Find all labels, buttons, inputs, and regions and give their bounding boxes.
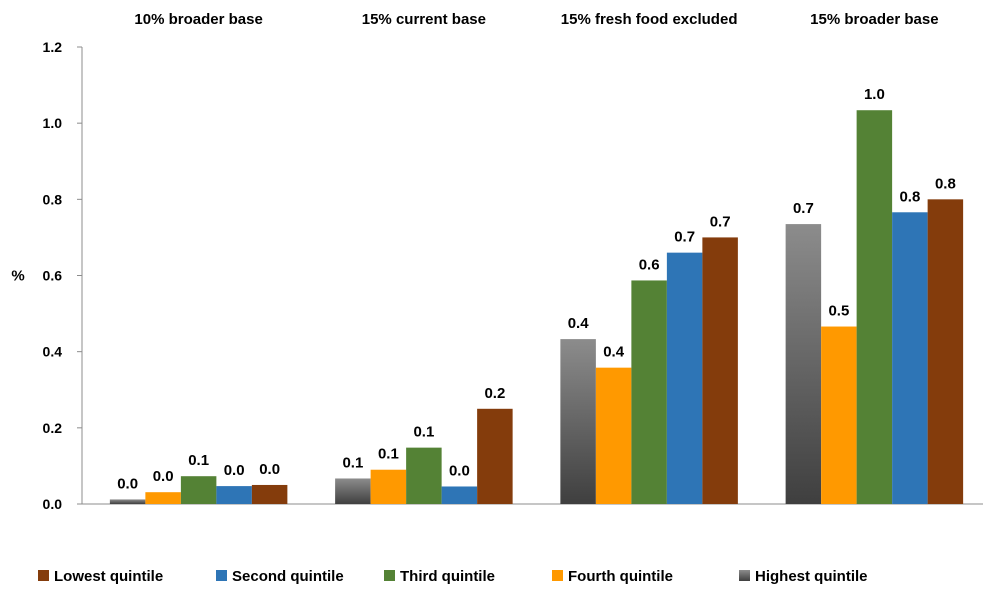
data-label: 0.1 xyxy=(188,452,209,469)
y-tick-label: 0.8 xyxy=(43,191,63,207)
data-label: 0.0 xyxy=(117,475,138,492)
data-labels: 0.0 0.0 0.1 0.0 0.0 0.1 0.1 0.1 0.0 0.2 0.4 0.4 0.6 0… xyxy=(117,86,956,492)
data-label: 0.8 xyxy=(935,175,956,192)
category-title: 15% broader base xyxy=(810,11,938,28)
y-tick-label: 0.2 xyxy=(43,420,63,436)
bar xyxy=(560,339,596,504)
data-label: 0.0 xyxy=(259,461,280,478)
bar xyxy=(335,478,371,504)
bar xyxy=(666,252,703,504)
bar xyxy=(631,280,667,504)
bar xyxy=(109,499,146,504)
y-tick-label: 0.4 xyxy=(43,344,63,360)
legend-swatch xyxy=(739,570,750,581)
group-titles: 10% broader base 15% current base 15% fres… xyxy=(134,11,938,28)
y-tick-label: 1.2 xyxy=(43,39,63,55)
bar xyxy=(927,199,964,505)
category-title: 10% broader base xyxy=(134,11,262,28)
data-label: 0.5 xyxy=(828,303,849,320)
bar xyxy=(892,212,928,504)
legend-label: Highest quintile xyxy=(755,568,868,585)
bar xyxy=(821,326,857,504)
data-label: 0.6 xyxy=(639,256,660,273)
data-label: 0.0 xyxy=(153,468,174,485)
y-axis-label: % xyxy=(11,268,24,285)
category-title: 15% fresh food excluded xyxy=(561,11,738,28)
bar xyxy=(702,237,738,504)
data-label: 0.1 xyxy=(413,424,434,441)
legend-label: Second quintile xyxy=(232,568,344,585)
legend-label: Lowest quintile xyxy=(54,568,163,585)
data-label: 0.7 xyxy=(793,200,814,217)
bar xyxy=(145,492,181,504)
y-tick-label: 0.6 xyxy=(43,268,63,284)
y-tick-label: 0.0 xyxy=(43,496,63,512)
legend-swatch xyxy=(38,570,49,581)
data-label: 0.7 xyxy=(674,229,695,246)
category-title: 15% current base xyxy=(362,11,486,28)
bar xyxy=(216,486,252,504)
legend-swatch xyxy=(384,570,395,581)
bar xyxy=(406,447,442,504)
legend: Lowest quintile Second quintile Third quin… xyxy=(38,568,868,585)
data-label: 0.7 xyxy=(710,213,731,230)
legend-swatch xyxy=(552,570,563,581)
bar xyxy=(441,486,478,504)
data-label: 0.1 xyxy=(378,446,399,463)
data-label: 0.4 xyxy=(568,315,590,332)
data-label: 0.1 xyxy=(342,454,363,471)
legend-swatch xyxy=(216,570,227,581)
data-label: 0.0 xyxy=(224,462,245,479)
data-label: 0.0 xyxy=(449,462,470,479)
y-axis: 0.0 0.2 0.4 0.6 0.8 1.0 1.2% xyxy=(11,39,83,512)
legend-label: Third quintile xyxy=(400,568,495,585)
bar xyxy=(785,224,822,504)
bar xyxy=(595,367,632,504)
bar xyxy=(251,484,288,504)
plot-bars xyxy=(109,110,964,505)
bar xyxy=(856,110,893,505)
data-label: 1.0 xyxy=(864,86,885,103)
data-label: 0.2 xyxy=(484,385,505,402)
legend-label: Fourth quintile xyxy=(568,568,673,585)
bar xyxy=(180,476,217,504)
bar xyxy=(370,469,407,504)
data-label: 0.8 xyxy=(899,188,920,205)
bar xyxy=(477,408,513,504)
data-label: 0.4 xyxy=(603,344,625,361)
y-tick-label: 1.0 xyxy=(43,115,63,131)
